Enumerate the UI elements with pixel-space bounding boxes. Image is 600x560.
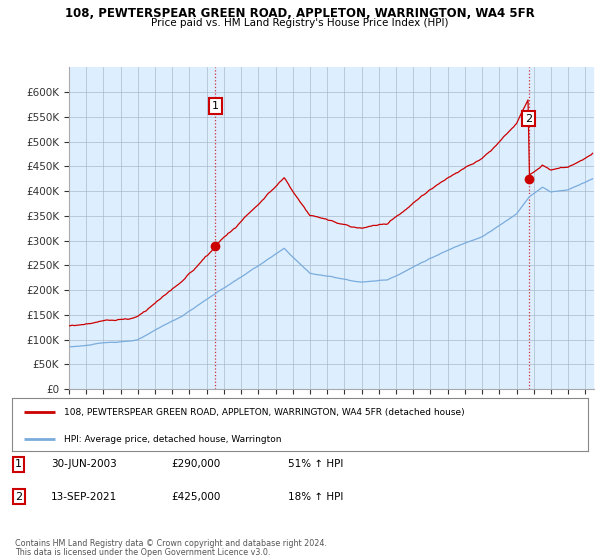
Text: 1: 1: [212, 101, 219, 111]
Text: 1: 1: [15, 459, 22, 469]
Text: Contains HM Land Registry data © Crown copyright and database right 2024.: Contains HM Land Registry data © Crown c…: [15, 539, 327, 548]
Text: 30-JUN-2003: 30-JUN-2003: [51, 459, 117, 469]
Text: 51% ↑ HPI: 51% ↑ HPI: [288, 459, 343, 469]
Text: 2: 2: [525, 114, 532, 124]
Text: £290,000: £290,000: [171, 459, 220, 469]
Text: 2: 2: [15, 492, 22, 502]
Text: 13-SEP-2021: 13-SEP-2021: [51, 492, 117, 502]
Text: 108, PEWTERSPEAR GREEN ROAD, APPLETON, WARRINGTON, WA4 5FR: 108, PEWTERSPEAR GREEN ROAD, APPLETON, W…: [65, 7, 535, 20]
Text: 108, PEWTERSPEAR GREEN ROAD, APPLETON, WARRINGTON, WA4 5FR (detached house): 108, PEWTERSPEAR GREEN ROAD, APPLETON, W…: [64, 408, 464, 417]
Text: 18% ↑ HPI: 18% ↑ HPI: [288, 492, 343, 502]
Text: HPI: Average price, detached house, Warrington: HPI: Average price, detached house, Warr…: [64, 435, 281, 444]
Text: Price paid vs. HM Land Registry's House Price Index (HPI): Price paid vs. HM Land Registry's House …: [151, 18, 449, 29]
Text: £425,000: £425,000: [171, 492, 220, 502]
Text: This data is licensed under the Open Government Licence v3.0.: This data is licensed under the Open Gov…: [15, 548, 271, 557]
